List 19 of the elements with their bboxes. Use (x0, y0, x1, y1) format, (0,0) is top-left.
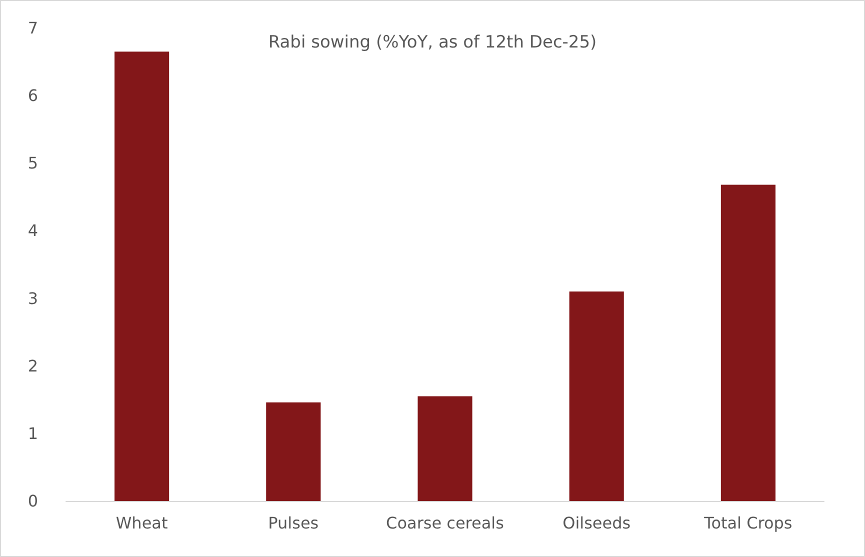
y-tick-label: 4 (28, 221, 38, 240)
y-tick-label: 2 (28, 356, 38, 376)
y-tick-label: 6 (28, 86, 38, 106)
bar (418, 396, 472, 501)
bar (266, 402, 321, 501)
chart-title: Rabi sowing (%YoY, as of 12th Dec-25) (268, 32, 597, 52)
y-tick-label: 3 (28, 288, 38, 308)
y-tick-label: 0 (28, 492, 38, 510)
x-tick-label: Coarse cereals (386, 514, 504, 532)
x-tick-label: Wheat (116, 514, 168, 532)
y-tick-label: 5 (28, 154, 38, 173)
x-tick-label: Pulses (268, 514, 319, 532)
x-tick-label: Oilseeds (562, 514, 631, 532)
bar (569, 292, 624, 501)
y-tick-label: 7 (28, 18, 38, 38)
x-tick-label: Total Crops (703, 514, 792, 532)
bar (114, 52, 170, 501)
bar (720, 184, 776, 501)
y-tick-label: 1 (28, 424, 38, 443)
